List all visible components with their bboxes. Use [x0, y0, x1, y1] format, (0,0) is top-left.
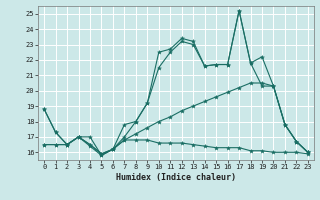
X-axis label: Humidex (Indice chaleur): Humidex (Indice chaleur) — [116, 173, 236, 182]
